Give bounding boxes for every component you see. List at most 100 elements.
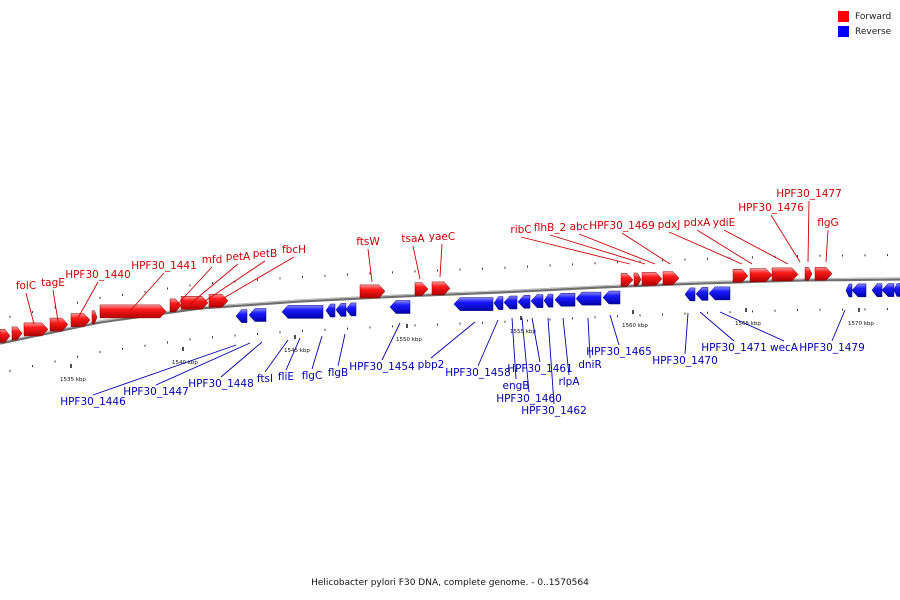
- forward-gene-label-pdxa[interactable]: pdxA: [684, 217, 712, 229]
- forward-gene-label-folc[interactable]: folC: [16, 280, 36, 292]
- reverse-gene-label-ftsi[interactable]: ftsI: [257, 373, 273, 385]
- forward-gene-label-tsaa[interactable]: tsaA: [401, 233, 425, 245]
- forward-gene-label-hpf30-1476[interactable]: HPF30_1476: [738, 202, 804, 214]
- forward-gene-arrow[interactable]: [49, 317, 69, 332]
- reverse-gene-arrow[interactable]: [893, 283, 900, 297]
- reverse-gene-arrow[interactable]: [554, 293, 576, 307]
- reverse-gene-label-rlpa[interactable]: rlpA: [558, 376, 580, 388]
- reverse-gene-label-hpf30-1454[interactable]: HPF30_1454: [349, 361, 415, 373]
- forward-gene-arrow[interactable]: [633, 272, 642, 287]
- reverse-gene-label-flie[interactable]: fliE: [278, 371, 294, 383]
- forward-gene-arrow[interactable]: [0, 329, 11, 343]
- reverse-gene-label-hpf30-1460[interactable]: HPF30_1460: [496, 393, 562, 405]
- reverse-gene-leader-line: [547, 317, 555, 405]
- reverse-gene-label-hpf30-1479[interactable]: HPF30_1479: [799, 342, 865, 354]
- reverse-gene-label-hpf30-1461[interactable]: HPF30_1461: [507, 363, 573, 375]
- reverse-gene-arrow[interactable]: [845, 283, 853, 298]
- strand-legend: Forward Reverse: [838, 9, 891, 39]
- reverse-gene-label-hpf30-1470[interactable]: HPF30_1470: [652, 355, 718, 367]
- forward-gene-label-fbch[interactable]: fbcH: [282, 244, 306, 256]
- reverse-gene-arrow[interactable]: [851, 283, 867, 298]
- scale-tick-label: 1550 kbp: [396, 337, 422, 343]
- reverse-gene-label-engb[interactable]: engB: [503, 380, 530, 392]
- reverse-gene-label-hpf30-1471[interactable]: HPF30_1471: [701, 342, 767, 354]
- forward-gene-arrow[interactable]: [169, 298, 182, 313]
- forward-gene-arrow[interactable]: [620, 273, 634, 287]
- reverse-gene-arrow[interactable]: [503, 295, 518, 310]
- reverse-gene-arrow[interactable]: [281, 305, 324, 319]
- scale-tick-label: 1565 kbp: [735, 321, 761, 327]
- forward-gene-label-abc[interactable]: abc: [570, 221, 589, 233]
- reverse-gene-arrow[interactable]: [575, 291, 602, 306]
- reverse-gene-arrow[interactable]: [493, 296, 504, 310]
- reverse-gene-arrow[interactable]: [684, 287, 696, 302]
- forward-gene-arrow[interactable]: [70, 313, 91, 327]
- forward-gene-label-pdxj[interactable]: pdxJ: [658, 219, 681, 231]
- forward-gene-label-tage[interactable]: tagE: [41, 277, 65, 289]
- forward-gene-arrow[interactable]: [91, 310, 98, 324]
- forward-gene-label-ydie[interactable]: ydiE: [713, 217, 735, 229]
- reverse-gene-label-dnir[interactable]: dniR: [578, 359, 602, 371]
- reverse-gene-label-pbp2[interactable]: pbp2: [418, 359, 445, 371]
- forward-gene-arrow[interactable]: [208, 293, 229, 308]
- forward-gene-arrow[interactable]: [771, 267, 799, 282]
- reverse-gene-arrow[interactable]: [325, 303, 336, 318]
- forward-gene-arrow[interactable]: [814, 267, 833, 281]
- reverse-gene-arrow[interactable]: [708, 286, 731, 301]
- forward-gene-arrow[interactable]: [804, 267, 813, 281]
- forward-gene-leader-line: [825, 229, 829, 263]
- forward-gene-label-peta[interactable]: petA: [226, 251, 251, 263]
- reverse-gene-label-hpf30-1465[interactable]: HPF30_1465: [586, 346, 652, 358]
- reverse-gene-arrow[interactable]: [389, 300, 411, 314]
- forward-gene-arrow[interactable]: [99, 304, 167, 319]
- forward-gene-leader-line: [129, 272, 165, 312]
- scale-tick-label: 1560 kbp: [622, 323, 648, 329]
- reverse-gene-label-hpf30-1462[interactable]: HPF30_1462: [521, 405, 587, 417]
- reverse-gene-label-hpf30-1448[interactable]: HPF30_1448: [188, 378, 254, 390]
- reverse-gene-label-flgc[interactable]: flgC: [302, 370, 323, 382]
- reverse-gene-arrow[interactable]: [543, 293, 554, 308]
- forward-gene-arrow[interactable]: [662, 271, 680, 285]
- forward-gene-arrow[interactable]: [732, 269, 749, 283]
- forward-gene-arrow[interactable]: [749, 268, 773, 282]
- reverse-gene-leader-line: [684, 312, 689, 355]
- forward-gene-arrow[interactable]: [11, 326, 23, 341]
- reverse-gene-arrow[interactable]: [345, 302, 357, 317]
- reverse-gene-label-weca[interactable]: wecA: [770, 342, 799, 354]
- reverse-gene-arrow[interactable]: [530, 294, 544, 308]
- forward-gene-label-flhb-2[interactable]: flhB_2: [534, 222, 566, 234]
- forward-gene-leader-line: [412, 245, 421, 280]
- reverse-gene-arrow[interactable]: [235, 309, 248, 323]
- reverse-gene-label-hpf30-1446[interactable]: HPF30_1446: [60, 396, 126, 408]
- reverse-gene-arrow[interactable]: [248, 308, 267, 322]
- forward-gene-label-hpf30-1469[interactable]: HPF30_1469: [589, 220, 655, 232]
- forward-gene-label-hpf30-1477[interactable]: HPF30_1477: [776, 188, 842, 200]
- reverse-gene-label-hpf30-1447[interactable]: HPF30_1447: [123, 386, 189, 398]
- forward-gene-arrow[interactable]: [180, 296, 209, 310]
- forward-gene-leader-line: [621, 232, 671, 265]
- forward-gene-leader-line: [221, 256, 295, 300]
- reverse-gene-label-flgb[interactable]: flgB: [328, 367, 348, 379]
- reverse-gene-label-hpf30-1458[interactable]: HPF30_1458: [445, 367, 511, 379]
- reverse-gene-arrow[interactable]: [881, 283, 895, 297]
- forward-gene-arrow[interactable]: [359, 284, 386, 299]
- reverse-gene-arrow[interactable]: [871, 283, 883, 297]
- forward-gene-label-ribc[interactable]: ribC: [510, 224, 531, 236]
- reverse-gene-arrow[interactable]: [602, 290, 621, 305]
- forward-gene-label-hpf30-1441[interactable]: HPF30_1441: [131, 260, 197, 272]
- reverse-gene-arrow[interactable]: [517, 295, 531, 309]
- forward-gene-arrow[interactable]: [431, 281, 451, 296]
- forward-gene-label-yaec[interactable]: yaeC: [429, 231, 455, 243]
- forward-gene-arrow[interactable]: [23, 322, 49, 337]
- reverse-gene-arrow[interactable]: [453, 297, 494, 311]
- forward-gene-label-petb[interactable]: petB: [253, 248, 277, 260]
- forward-gene-leader-line: [204, 260, 266, 302]
- forward-gene-label-mfd[interactable]: mfd: [202, 254, 223, 266]
- forward-gene-label-ftsw[interactable]: ftsW: [356, 236, 380, 248]
- forward-gene-label-hpf30-1440[interactable]: HPF30_1440: [65, 269, 131, 281]
- reverse-gene-arrow[interactable]: [695, 287, 709, 301]
- forward-gene-label-flgg[interactable]: flgG: [817, 217, 838, 229]
- forward-gene-arrow[interactable]: [641, 272, 663, 286]
- forward-gene-arrow[interactable]: [414, 282, 429, 296]
- reverse-gene-arrow[interactable]: [335, 303, 347, 317]
